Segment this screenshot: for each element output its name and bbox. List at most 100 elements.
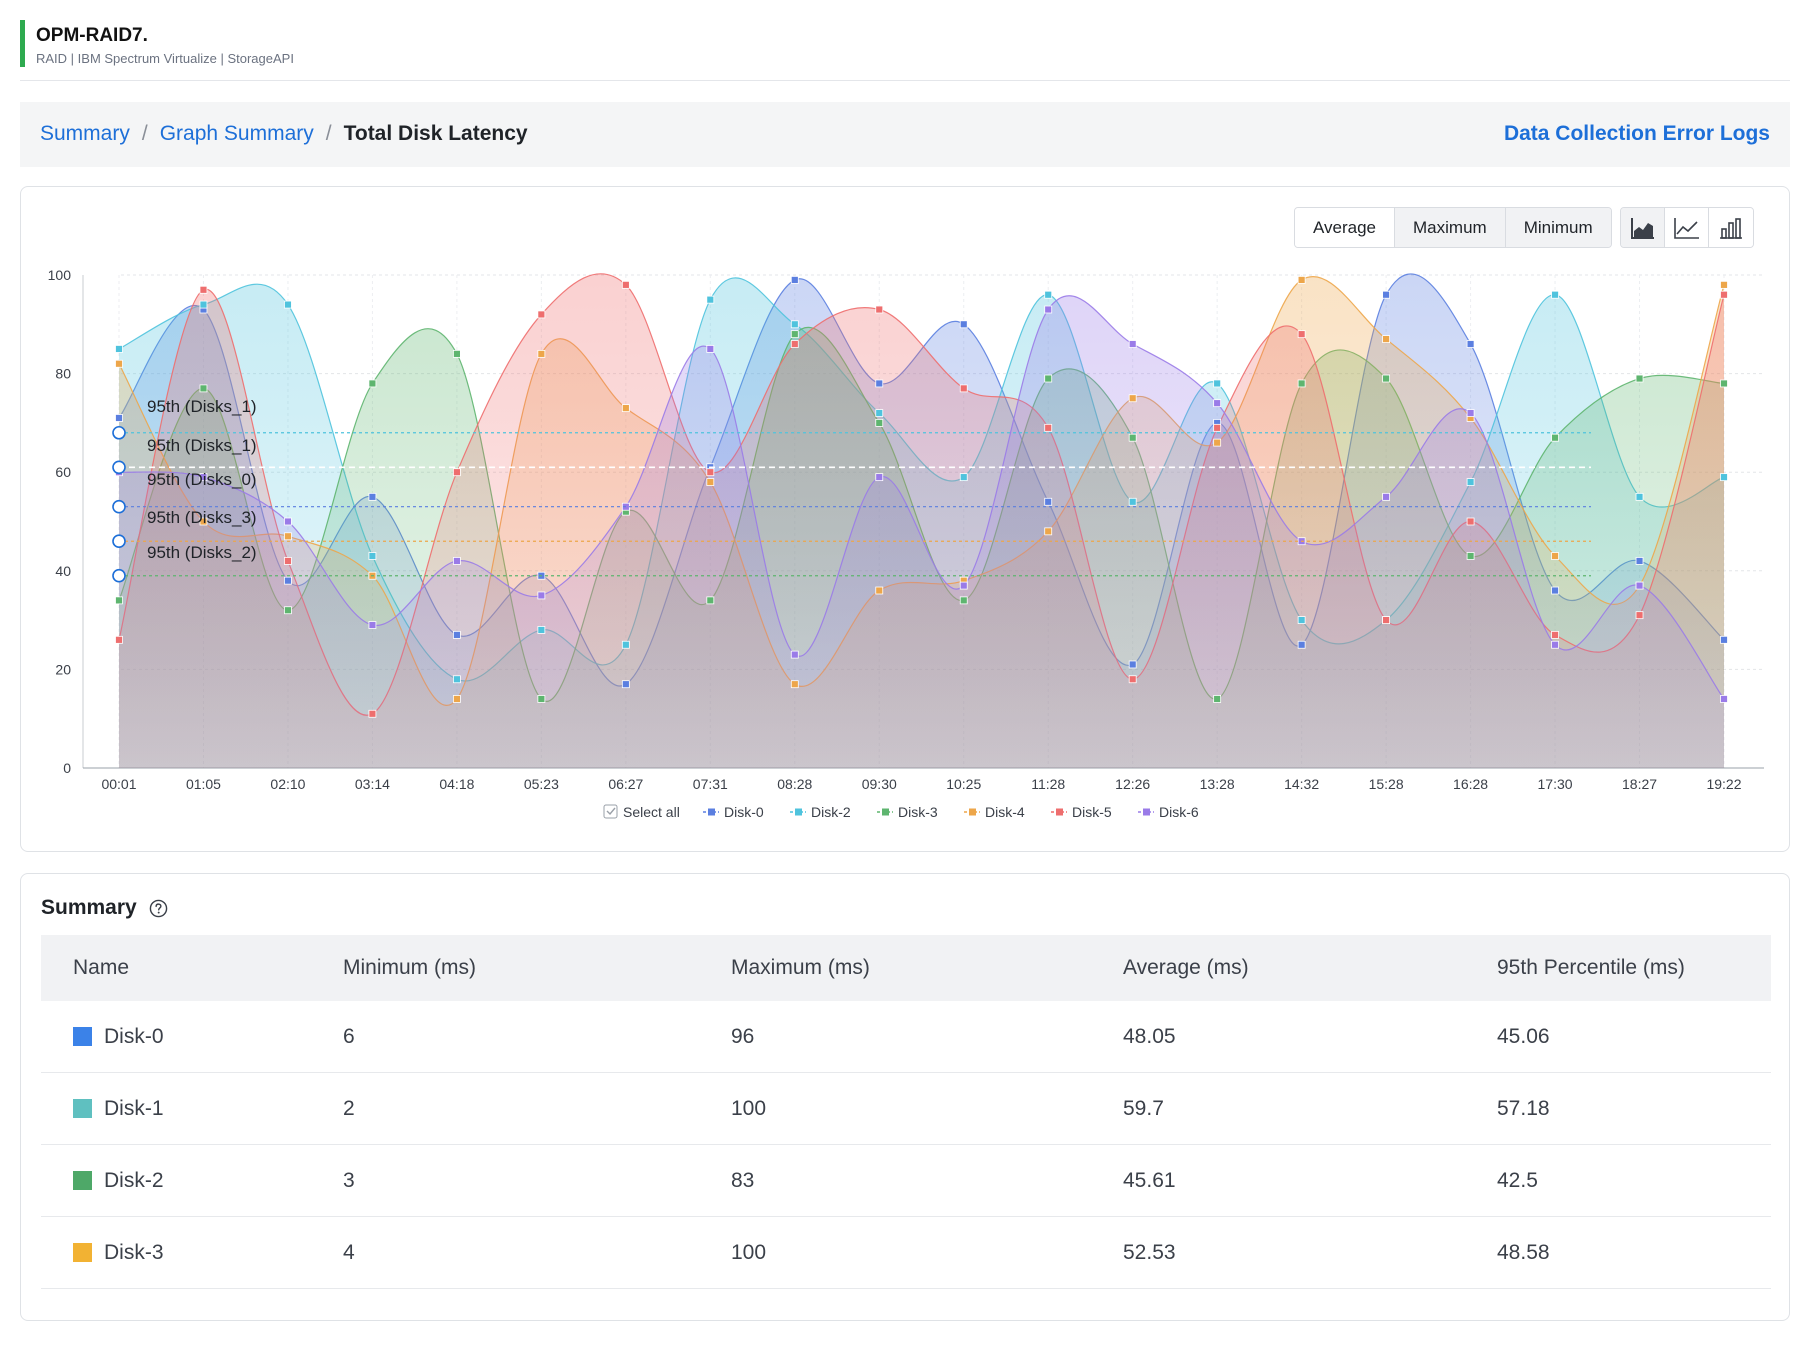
x-tick-label: 01:05: [186, 776, 221, 792]
data-point: [1635, 581, 1644, 590]
data-point: [1297, 379, 1306, 388]
y-tick-label: 0: [63, 760, 71, 776]
data-point: [284, 300, 292, 309]
line-chart-icon[interactable]: [1665, 208, 1709, 247]
col-name-header[interactable]: Name: [73, 956, 130, 979]
col-min-header[interactable]: Minimum (ms): [343, 956, 476, 979]
area-chart-icon[interactable]: [1621, 208, 1665, 247]
data-point: [1213, 423, 1222, 432]
data-point: [1466, 517, 1475, 526]
legend-item-disk-4[interactable]: Disk-4: [985, 804, 1025, 820]
percentile-label: 95th (Disks_0): [147, 470, 257, 489]
data-point: [452, 468, 461, 477]
data-point: [1720, 635, 1728, 644]
data-point: [621, 280, 630, 289]
row-max: 100: [731, 1096, 767, 1120]
data-point: [621, 680, 630, 689]
maximum-button[interactable]: Maximum: [1395, 208, 1506, 247]
select-all-label[interactable]: Select all: [623, 804, 680, 820]
row-max: 83: [731, 1168, 755, 1192]
col-max-header[interactable]: Maximum (ms): [731, 956, 870, 979]
disk-color-swatch: [73, 1243, 92, 1262]
row-avg: 45.61: [1123, 1168, 1176, 1192]
legend-marker: [708, 808, 715, 816]
x-tick-label: 00:01: [101, 776, 136, 792]
data-point: [368, 621, 377, 629]
row-min: 4: [343, 1240, 355, 1264]
data-point: [1551, 433, 1559, 442]
accent-bar: [20, 20, 25, 67]
data-point: [1128, 660, 1137, 669]
breadcrumb-summary-link[interactable]: Summary: [40, 122, 130, 145]
x-tick-label: 16:28: [1453, 776, 1488, 792]
series-area-disk-6: [119, 295, 1724, 768]
average-button[interactable]: Average: [1295, 208, 1396, 247]
data-point: [875, 473, 884, 482]
data-point: [790, 320, 799, 329]
data-point: [1720, 473, 1728, 482]
data-point: [959, 320, 968, 329]
help-icon[interactable]: [149, 899, 168, 918]
legend-item-disk-6[interactable]: Disk-6: [1159, 804, 1199, 820]
y-tick-label: 40: [55, 563, 71, 579]
data-point: [284, 557, 292, 565]
col-avg-header[interactable]: Average (ms): [1123, 956, 1249, 979]
row-p95: 57.18: [1497, 1096, 1550, 1120]
data-point: [452, 349, 461, 358]
data-point: [199, 517, 208, 526]
data-point: [1213, 695, 1222, 703]
data-point: [452, 675, 461, 684]
data-point: [284, 517, 292, 526]
data-point: [1382, 290, 1391, 299]
data-point: [1551, 640, 1559, 649]
data-point: [115, 345, 123, 353]
legend-item-disk-5[interactable]: Disk-5: [1072, 804, 1112, 820]
summary-card: Summary Name Minimum (ms) Maximum (ms) A…: [20, 873, 1790, 1321]
data-point: [706, 478, 715, 486]
data-point: [368, 709, 377, 718]
table-header: Name Minimum (ms) Maximum (ms) Average (…: [41, 935, 1771, 1001]
data-point: [1128, 675, 1137, 684]
table-row: Disk-3 4 100 52.53 48.58: [41, 1217, 1771, 1289]
data-point: [284, 532, 292, 541]
row-min: 2: [343, 1096, 355, 1120]
data-point: [284, 576, 292, 585]
x-tick-label: 09:30: [862, 776, 897, 792]
data-point: [1635, 611, 1644, 620]
legend-item-disk-3[interactable]: Disk-3: [898, 804, 938, 820]
breadcrumb-bar: Summary / Graph Summary / Total Disk Lat…: [20, 102, 1790, 167]
row-name: Disk-1: [104, 1096, 164, 1120]
data-point: [368, 552, 377, 560]
percentile-marker: [112, 499, 126, 514]
data-point: [875, 409, 884, 417]
data-point: [1297, 640, 1306, 649]
data-point: [1551, 586, 1559, 595]
row-name: Disk-3: [104, 1240, 164, 1264]
data-collection-error-logs-link[interactable]: Data Collection Error Logs: [1503, 122, 1770, 145]
col-p95-header[interactable]: 95th Percentile (ms): [1497, 956, 1685, 979]
data-point: [1128, 497, 1137, 506]
x-tick-label: 06:27: [608, 776, 643, 792]
bar-chart-icon[interactable]: [1709, 208, 1753, 247]
table-row: Disk-1 2 100 59.7 57.18: [41, 1073, 1771, 1145]
data-point: [199, 473, 208, 482]
percentile-marker: [112, 425, 126, 440]
legend-marker: [1143, 808, 1150, 816]
row-p95: 42.5: [1497, 1168, 1538, 1192]
data-point: [875, 586, 884, 595]
data-point: [706, 468, 715, 477]
select-all-checkbox[interactable]: [603, 804, 618, 819]
aggregation-toggle: Average Maximum Minimum: [1294, 207, 1612, 248]
data-point: [368, 379, 377, 388]
data-point: [1635, 374, 1644, 383]
legend-item-disk-0[interactable]: Disk-0: [724, 804, 764, 820]
percentile-label: 95th (Disks_1): [147, 397, 257, 416]
data-point: [1551, 290, 1559, 299]
breadcrumb-graph-summary-link[interactable]: Graph Summary: [159, 122, 314, 145]
page-header: OPM-RAID7. RAID | IBM Spectrum Virtualiz…: [20, 20, 1790, 81]
row-name-cell: Disk-0: [41, 1025, 343, 1049]
legend-item-disk-2[interactable]: Disk-2: [811, 804, 851, 820]
data-point: [790, 650, 799, 659]
minimum-button[interactable]: Minimum: [1505, 208, 1611, 247]
disk-color-swatch: [73, 1099, 92, 1118]
